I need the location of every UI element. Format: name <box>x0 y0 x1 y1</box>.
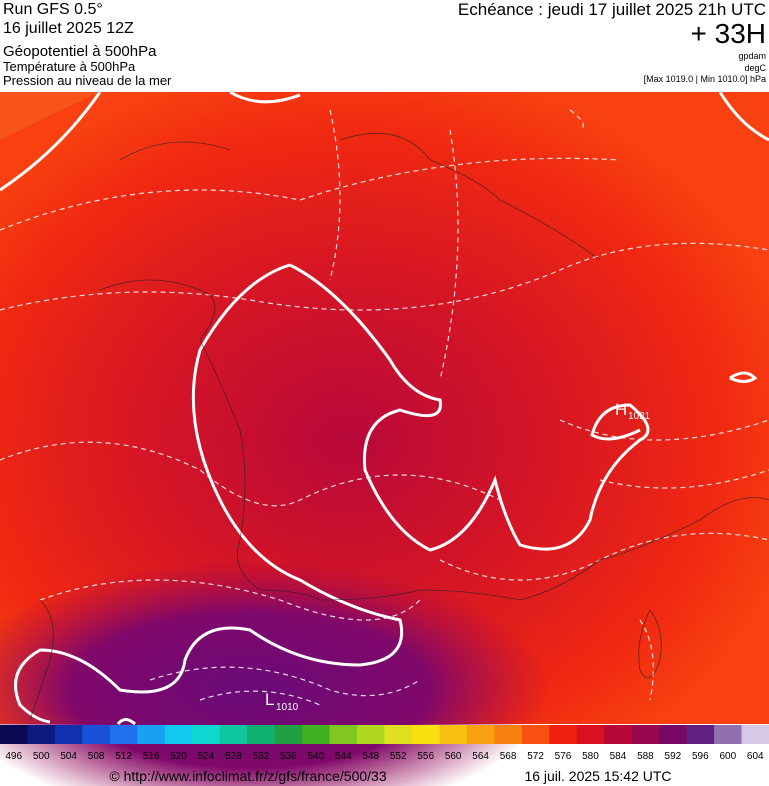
scale-swatch <box>411 725 440 744</box>
color-scale: 496 500 504 508 512 516 520 524 528 532 536 540 544 5… <box>0 725 769 762</box>
warm-area <box>0 92 100 140</box>
scale-label: 592 <box>665 751 682 762</box>
scale-swatch <box>384 725 413 744</box>
scale-label: 580 <box>582 751 599 762</box>
scale-label: 544 <box>335 751 352 762</box>
pressure-range: [Max 1019.0 | Min 1010.0] hPa <box>644 74 766 84</box>
scale-swatch <box>109 725 138 744</box>
field-name-2: Température à 500hPa <box>3 59 136 74</box>
field-name: Géopotentiel à 500hPa <box>3 43 157 60</box>
scale-swatch <box>137 725 166 744</box>
scale-label: 604 <box>747 751 764 762</box>
scale-swatch <box>54 725 83 744</box>
scale-label: 564 <box>472 751 489 762</box>
scale-label: 532 <box>253 751 270 762</box>
lead-time: + 33H <box>691 18 767 49</box>
scale-swatch <box>164 725 193 744</box>
scale-swatch <box>247 725 276 744</box>
run-title: Run GFS 0.5° <box>3 1 103 18</box>
scale-label: 552 <box>390 751 407 762</box>
scale-label: 560 <box>445 751 462 762</box>
scale-label: 528 <box>225 751 242 762</box>
scale-swatch <box>219 725 248 744</box>
scale-swatch <box>741 725 769 744</box>
scale-swatch <box>82 725 111 744</box>
scale-swatch <box>576 725 605 744</box>
scale-swatch <box>192 725 221 744</box>
scale-label: 556 <box>417 751 434 762</box>
map: H 1021 L 1010 <box>0 90 769 786</box>
scale-label: 576 <box>555 751 572 762</box>
coastlines <box>29 132 769 721</box>
scale-label: 588 <box>637 751 654 762</box>
scale-label: 520 <box>170 751 187 762</box>
scale-label: 508 <box>88 751 105 762</box>
low-pressure-value: 1010 <box>276 702 299 713</box>
scale-label: 596 <box>692 751 709 762</box>
scale-swatch <box>521 725 550 744</box>
scale-label: 500 <box>33 751 50 762</box>
isohypses <box>0 90 769 726</box>
low-pressure-letter: L <box>265 690 274 709</box>
source-url: © http://www.infoclimat.fr/z/gfs/france/… <box>109 768 386 784</box>
scale-swatch <box>466 725 495 744</box>
scale-swatch <box>604 725 633 744</box>
unit-label: gpdam <box>738 51 766 61</box>
scale-label: 568 <box>500 751 517 762</box>
scale-label: 512 <box>115 751 132 762</box>
scale-swatch <box>302 725 331 744</box>
scale-label: 536 <box>280 751 297 762</box>
scale-swatch <box>357 725 385 744</box>
timestamp: 16 juil. 2025 15:42 UTC <box>524 768 671 784</box>
unit-label: degC <box>744 63 766 73</box>
scale-label: 504 <box>60 751 77 762</box>
scale-swatch <box>714 725 743 744</box>
scale-label: 540 <box>307 751 324 762</box>
scale-swatch <box>659 725 688 744</box>
scale-swatch <box>549 725 578 744</box>
valid-time: Echéance : jeudi 17 juillet 2025 21h UTC <box>458 0 766 19</box>
scale-label: 572 <box>527 751 544 762</box>
scale-label: 600 <box>719 751 736 762</box>
run-date: 16 juillet 2025 12Z <box>3 20 134 37</box>
scale-label: 516 <box>143 751 160 762</box>
scale-swatch <box>274 725 303 744</box>
scale-swatch <box>27 725 56 744</box>
scale-label: 548 <box>362 751 379 762</box>
scale-swatch <box>494 725 523 744</box>
scale-swatch <box>631 725 660 744</box>
high-pressure-value: 1021 <box>628 411 651 422</box>
scale-swatch <box>0 725 28 744</box>
scale-label: 584 <box>610 751 627 762</box>
scale-swatch <box>686 725 715 744</box>
high-pressure-letter: H <box>615 400 627 419</box>
scale-swatch <box>439 725 468 744</box>
scale-label: 524 <box>198 751 215 762</box>
field-name-3: Pression au niveau de la mer <box>3 73 172 88</box>
scale-swatch <box>329 725 358 744</box>
scale-label: 496 <box>5 751 22 762</box>
